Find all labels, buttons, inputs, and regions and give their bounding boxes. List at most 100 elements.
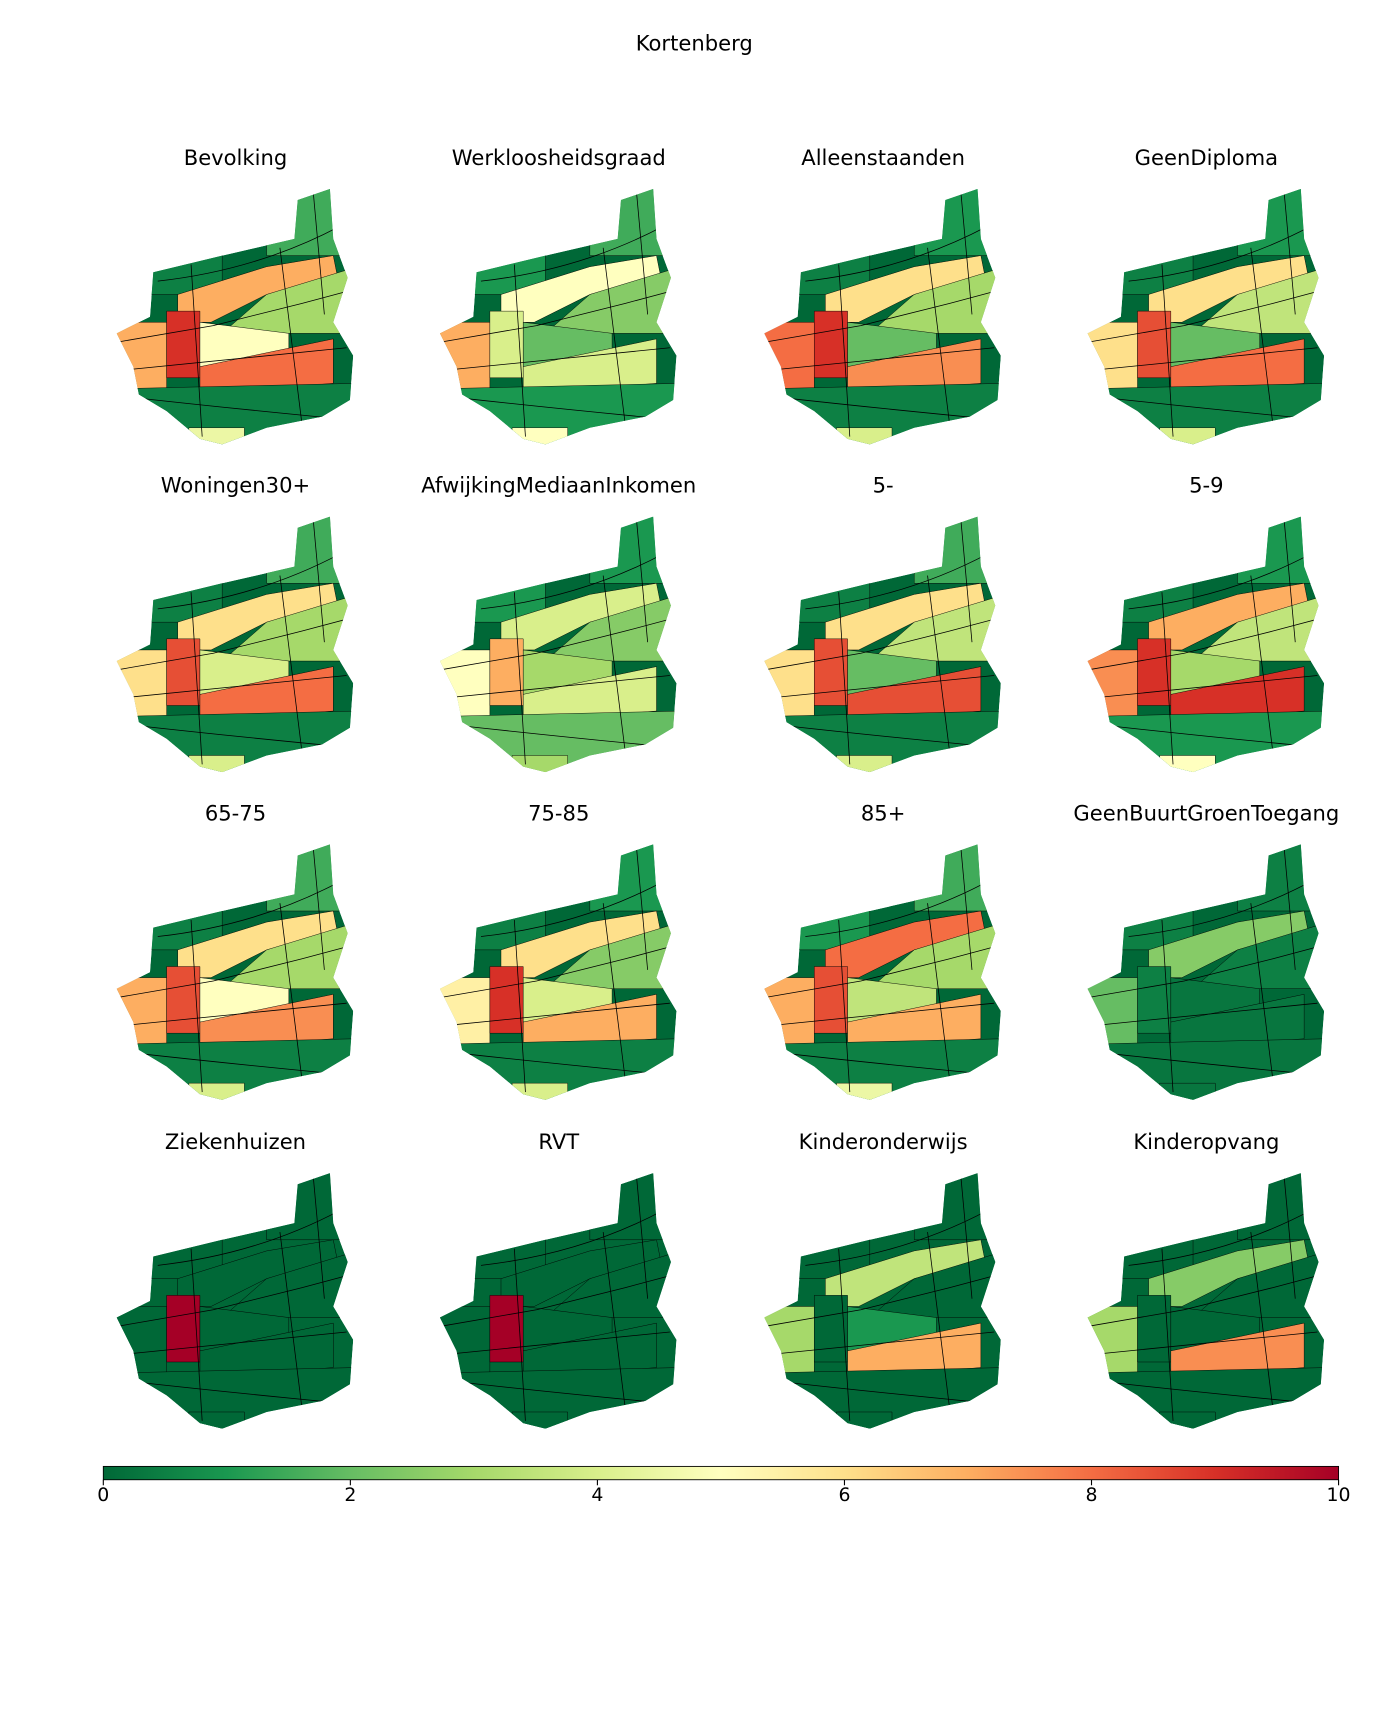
road	[312, 847, 325, 970]
map-region	[439, 322, 491, 390]
map-region	[1237, 844, 1325, 912]
map-panel	[116, 188, 354, 445]
map-region	[914, 844, 1001, 912]
map-region	[116, 1306, 167, 1374]
road	[439, 1273, 676, 1327]
map-region	[764, 710, 1001, 773]
panel-title: RVT	[538, 1129, 579, 1154]
map-region	[439, 383, 677, 445]
map-region	[1159, 1082, 1216, 1100]
road	[447, 675, 670, 699]
map-region	[1087, 383, 1325, 445]
map-region	[116, 649, 167, 717]
map-panel	[764, 844, 1001, 1100]
map-region	[589, 188, 677, 256]
road	[439, 289, 676, 343]
map-region	[1087, 710, 1325, 773]
map-region	[439, 977, 491, 1045]
road	[838, 1248, 851, 1421]
map-panel	[439, 1173, 677, 1429]
road	[447, 1002, 670, 1026]
panel-title: Alleenstaanden	[801, 145, 965, 170]
road	[190, 264, 203, 437]
map-region	[439, 1306, 491, 1374]
road	[1283, 1176, 1296, 1299]
map-panel	[439, 188, 677, 445]
road	[771, 1002, 995, 1026]
map-region	[188, 427, 245, 445]
road	[602, 247, 626, 426]
map-region	[589, 516, 677, 584]
road	[1250, 575, 1274, 754]
map-region	[439, 1367, 677, 1429]
map-region	[1087, 322, 1138, 390]
panel-title: Woningen30+	[161, 473, 310, 498]
road	[1283, 847, 1296, 970]
road	[771, 1331, 995, 1355]
map-panel	[1087, 188, 1325, 445]
road	[312, 1176, 325, 1299]
panel-title: GeenDiploma	[1135, 145, 1278, 170]
road	[602, 575, 626, 754]
map-region	[266, 188, 354, 256]
road	[1161, 592, 1174, 765]
road	[1095, 1002, 1318, 1026]
map-panel	[1087, 516, 1325, 773]
panel-title: Werkloosheidsgraad	[452, 145, 666, 170]
road	[1095, 347, 1318, 371]
colorbar-tick-label: 2	[344, 1484, 356, 1506]
map-region	[439, 710, 677, 773]
map-region	[116, 383, 354, 445]
map-region	[764, 1367, 1001, 1429]
panel-title: AfwijkingMediaanInkomen	[421, 473, 696, 498]
road	[1161, 919, 1174, 1093]
road	[157, 1209, 342, 1266]
figure-title: Kortenberg	[636, 31, 753, 56]
map-region	[511, 1411, 568, 1429]
road	[279, 903, 303, 1081]
map-region	[116, 977, 167, 1045]
map-region	[764, 383, 1001, 445]
road	[1128, 552, 1313, 610]
colorbar-tick-label: 10	[1327, 1484, 1351, 1506]
road	[447, 347, 670, 371]
road	[439, 945, 676, 999]
map-region	[836, 1411, 893, 1429]
colorbar-tick-label: 8	[1086, 1484, 1098, 1506]
road	[636, 519, 649, 643]
road	[927, 1231, 951, 1410]
panel-title: 85+	[861, 800, 906, 825]
map-region	[116, 1367, 354, 1429]
road	[124, 675, 347, 699]
colorbar-tick-label: 6	[838, 1484, 850, 1506]
road	[927, 247, 951, 426]
road	[602, 1231, 626, 1410]
road	[190, 1248, 203, 1421]
map-region	[1087, 649, 1138, 717]
map-region	[116, 1038, 354, 1100]
road	[771, 347, 995, 371]
road	[116, 617, 353, 671]
map-region	[914, 188, 1001, 256]
road	[1128, 225, 1313, 282]
road	[636, 847, 649, 970]
map-panel	[116, 1173, 354, 1429]
road	[602, 903, 626, 1081]
road	[312, 519, 325, 643]
road	[1095, 1331, 1318, 1355]
road	[190, 919, 203, 1093]
road	[1161, 264, 1174, 437]
map-panel	[764, 188, 1001, 445]
map-region	[589, 1173, 677, 1241]
road	[116, 1273, 353, 1327]
road	[480, 225, 665, 282]
road	[805, 1209, 989, 1266]
map-region	[836, 1082, 893, 1100]
road	[1250, 247, 1274, 426]
map-panel	[439, 844, 677, 1100]
road	[480, 1209, 665, 1266]
road	[927, 903, 951, 1081]
map-region	[511, 755, 568, 773]
road	[960, 847, 973, 970]
